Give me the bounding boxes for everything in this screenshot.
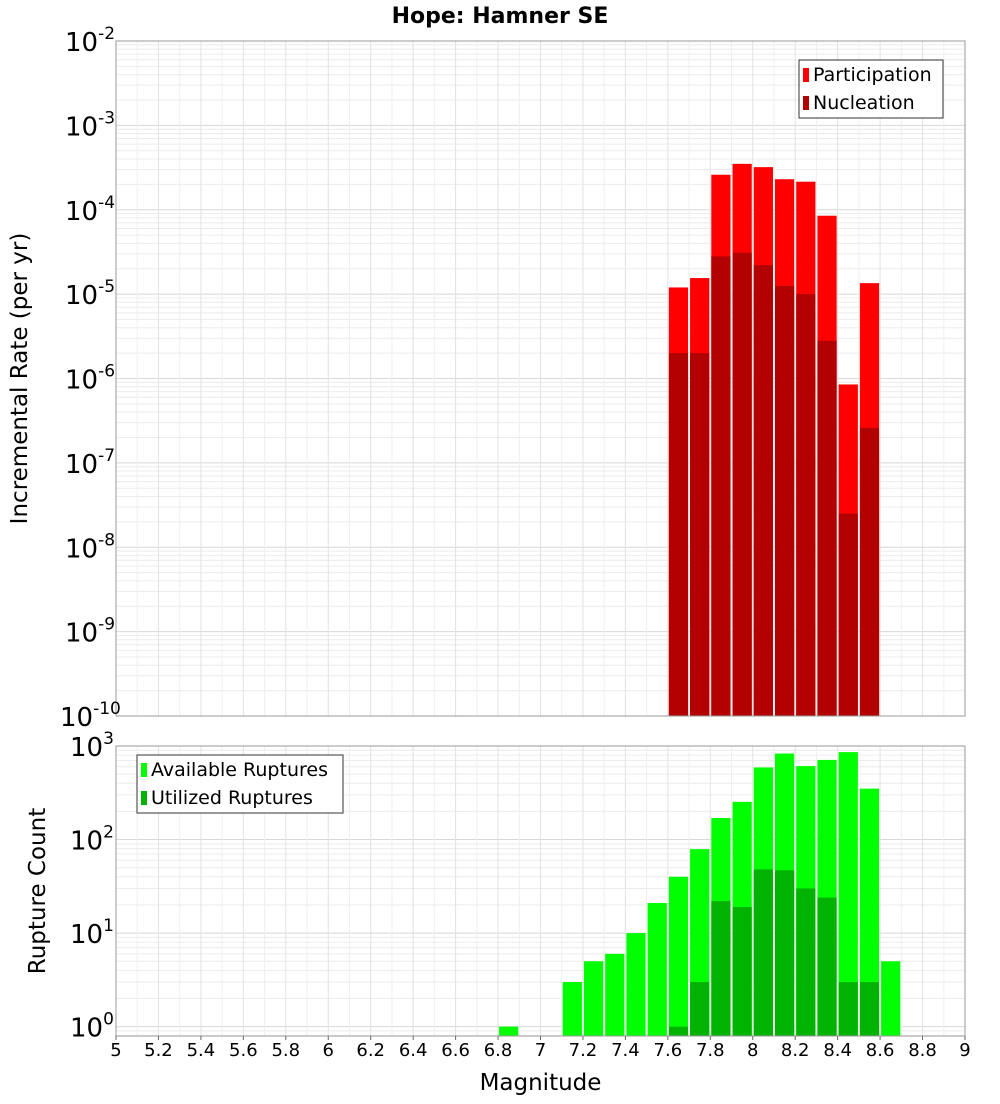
bar-utilized-ruptures xyxy=(817,897,837,1036)
legend-swatch xyxy=(141,791,147,805)
bar-utilized-ruptures xyxy=(838,982,858,1036)
bar-nucleation xyxy=(690,353,710,716)
x-tick-label: 6.8 xyxy=(484,1040,513,1061)
bar-utilized-ruptures xyxy=(753,869,773,1036)
bar-nucleation xyxy=(817,340,837,716)
bar-available-ruptures xyxy=(881,961,901,1036)
x-tick-label: 5.4 xyxy=(187,1040,216,1061)
bar-utilized-ruptures xyxy=(668,1026,689,1036)
legend-swatch xyxy=(141,763,147,777)
x-axis-label: Magnitude xyxy=(480,1070,602,1096)
x-tick-label: 8.2 xyxy=(781,1040,810,1061)
legend-label: Utilized Ruptures xyxy=(151,787,313,809)
bar-available-ruptures xyxy=(583,961,604,1036)
bar-available-ruptures xyxy=(562,982,582,1036)
bar-nucleation xyxy=(859,427,880,716)
y-tick-label: 100 xyxy=(70,1010,114,1044)
y-tick-label: 10-9 xyxy=(65,615,115,649)
x-tick-label: 7.6 xyxy=(654,1040,683,1061)
y-tick-label: 10-5 xyxy=(65,277,115,311)
y-axis-label: Rupture Count xyxy=(25,808,51,974)
bar-nucleation xyxy=(774,285,795,716)
x-tick-label: 6 xyxy=(323,1040,334,1061)
legend-label: Participation xyxy=(813,64,932,86)
bar-nucleation xyxy=(732,252,752,716)
bar-utilized-ruptures xyxy=(796,888,816,1036)
legend: Available Ruptures Utilized Ruptures xyxy=(136,754,344,814)
plot-frame xyxy=(115,40,966,717)
bar-utilized-ruptures xyxy=(774,870,795,1036)
y-tick-label: 10-3 xyxy=(65,108,115,142)
x-tick-label: 8.4 xyxy=(823,1040,852,1061)
plot-panel-1: 10-10 10-9 10-8 10-7 10-6 10-5 10-4 10-3 10-2 Inc… xyxy=(7,4,966,733)
x-tick-label: 9 xyxy=(959,1040,970,1061)
bar-utilized-ruptures xyxy=(732,907,752,1036)
legend-swatch xyxy=(803,68,809,82)
y-tick-label: 10-6 xyxy=(65,362,115,396)
legend-box xyxy=(798,59,944,119)
bar-nucleation xyxy=(796,294,816,716)
bar-available-ruptures xyxy=(838,752,858,1036)
y-tick-label: 10-7 xyxy=(65,446,115,480)
bar-utilized-ruptures xyxy=(859,982,880,1036)
y-tick-label: 10-4 xyxy=(65,193,115,227)
y-tick-label: 10-2 xyxy=(65,24,115,58)
x-tick-label: 8 xyxy=(747,1040,758,1061)
legend-swatch xyxy=(803,96,809,110)
chart-title: Hope: Hamner SE xyxy=(392,4,609,29)
x-tick-label: 7.8 xyxy=(696,1040,725,1061)
bar-available-ruptures xyxy=(499,1026,519,1036)
x-tick-label: 5.8 xyxy=(271,1040,300,1061)
legend-box xyxy=(136,754,344,814)
x-tick-label: 5 xyxy=(110,1040,121,1061)
y-tick-label: 101 xyxy=(70,916,114,950)
bar-nucleation xyxy=(838,513,858,716)
bar-nucleation xyxy=(753,265,773,716)
bar-available-ruptures xyxy=(647,902,667,1036)
x-tick-label: 8.6 xyxy=(866,1040,895,1061)
x-tick-label: 5.2 xyxy=(144,1040,173,1061)
y-tick-label: 102 xyxy=(70,823,114,857)
legend-label: Nucleation xyxy=(813,92,915,114)
legend-label: Available Ruptures xyxy=(151,759,328,781)
bar-utilized-ruptures xyxy=(711,901,731,1036)
y-axis-label: Incremental Rate (per yr) xyxy=(7,233,33,525)
bar-available-ruptures xyxy=(668,876,689,1036)
x-tick-label: 6.6 xyxy=(441,1040,470,1061)
legend: Participation Nucleation xyxy=(798,59,944,119)
bar-available-ruptures xyxy=(859,788,880,1036)
x-tick-label: 8.8 xyxy=(908,1040,937,1061)
x-tick-label: 5.6 xyxy=(229,1040,258,1061)
x-tick-label: 7 xyxy=(535,1040,546,1061)
bar-nucleation xyxy=(711,256,731,716)
y-tick-label: 10-8 xyxy=(65,530,115,564)
x-tick-label: 6.4 xyxy=(399,1040,428,1061)
y-tick-label: 103 xyxy=(70,729,114,763)
x-tick-label: 6.2 xyxy=(356,1040,385,1061)
bar-available-ruptures xyxy=(626,933,646,1036)
x-tick-label: 7.4 xyxy=(611,1040,640,1061)
x-tick-label: 7.2 xyxy=(569,1040,598,1061)
y-tick-label: 10-10 xyxy=(60,699,121,733)
bar-available-ruptures xyxy=(605,953,625,1036)
bar-nucleation xyxy=(668,353,689,716)
bar-utilized-ruptures xyxy=(690,982,710,1036)
plot-panel-2: 100 101 102 103 Rupture Count 5 5.2 5.4 5.6 5.8 6 6… xyxy=(25,729,971,1096)
